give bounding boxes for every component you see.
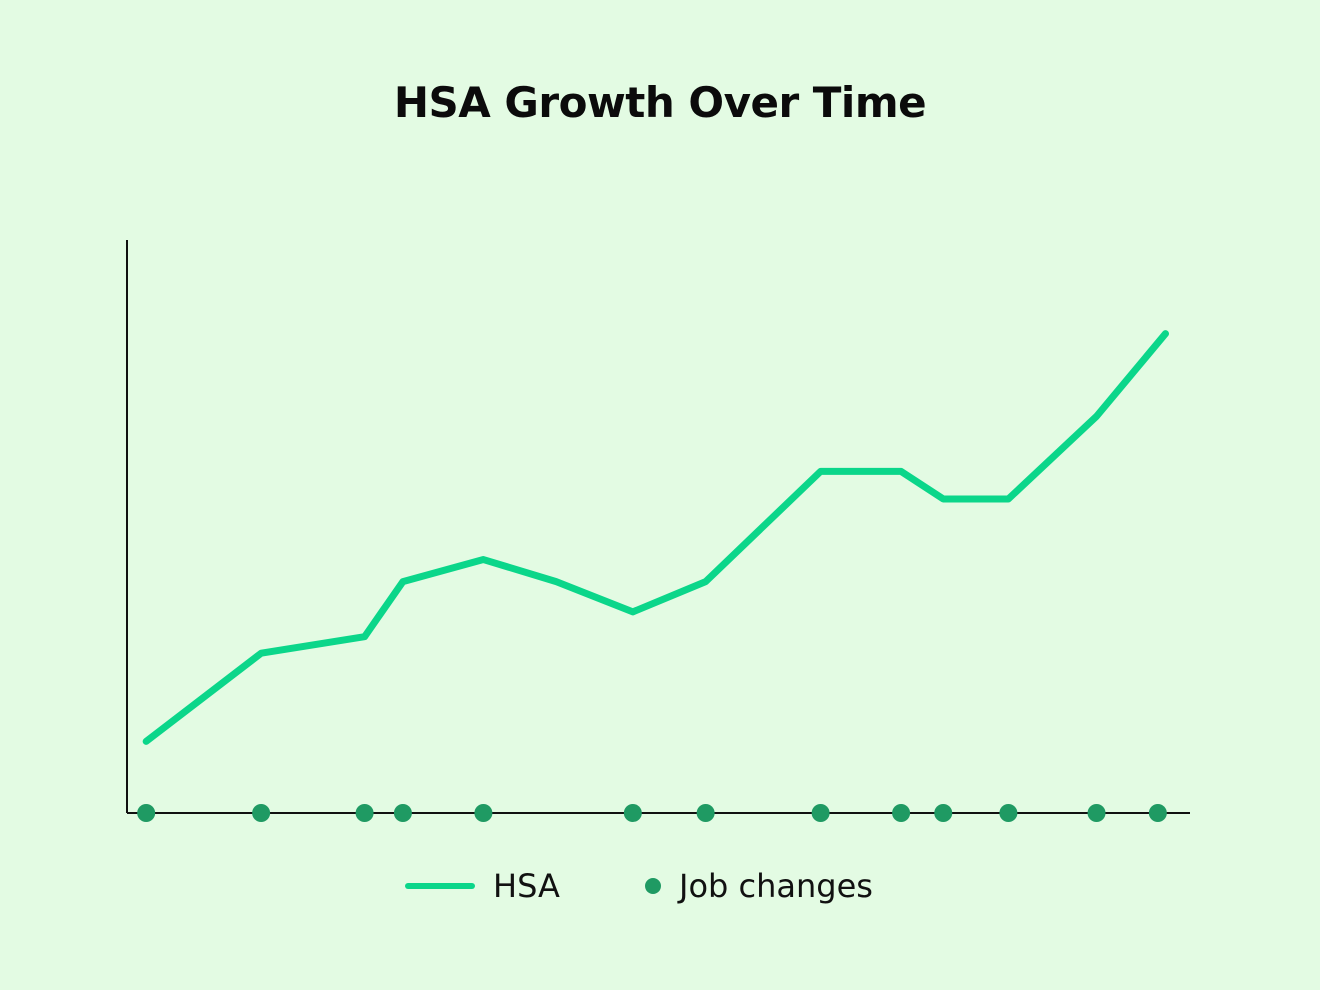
- job-change-marker: [393, 804, 412, 822]
- job-change-marker: [934, 804, 953, 822]
- job-change-marker: [999, 804, 1018, 822]
- legend-dot-swatch: [645, 878, 661, 894]
- job-change-marker: [811, 804, 830, 822]
- job-change-marker: [474, 804, 493, 822]
- legend: HSA Job changes: [0, 862, 1320, 910]
- job-change-marker: [623, 804, 642, 822]
- job-change-marker: [1148, 804, 1167, 822]
- legend-label-hsa: HSA: [493, 867, 560, 905]
- job-change-marker: [252, 804, 271, 822]
- legend-label-job-changes: Job changes: [679, 867, 873, 905]
- hsa-series-line: [142, 330, 1170, 745]
- job-change-marker: [1087, 804, 1106, 822]
- job-change-marker: [892, 804, 911, 822]
- legend-item-job-changes: Job changes: [645, 862, 873, 910]
- chart-title: HSA Growth Over Time: [393, 78, 927, 127]
- legend-line-swatch: [405, 883, 475, 889]
- legend-item-hsa: HSA: [405, 862, 560, 910]
- job-change-marker: [137, 804, 156, 822]
- job-change-marker: [355, 804, 374, 822]
- job-change-marker: [696, 804, 715, 822]
